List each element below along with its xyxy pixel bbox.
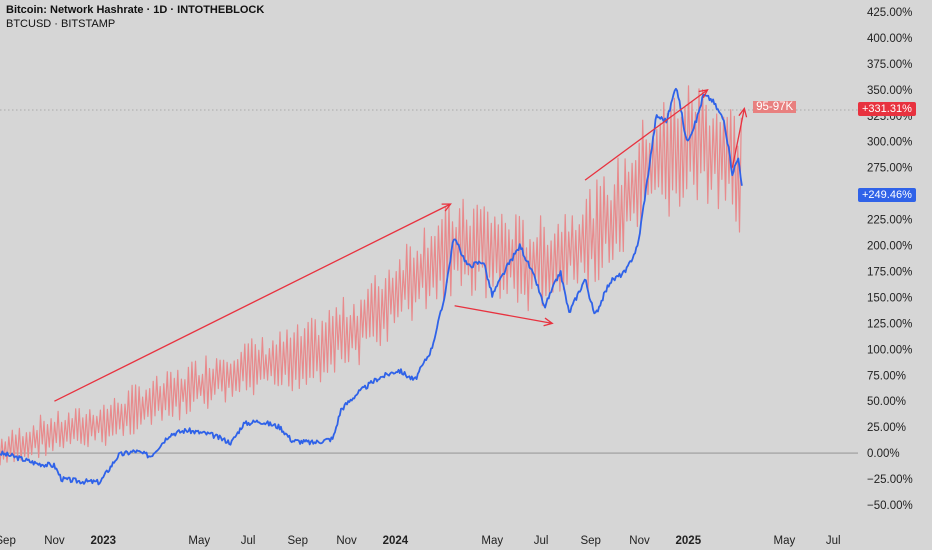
y-tick-label: 225.00%	[867, 215, 912, 227]
chart-title: Bitcoin: Network Hashrate · 1D · INTOTHE…	[6, 4, 265, 16]
y-axis: 425.00%400.00%375.00%350.00%325.00%300.0…	[867, 7, 913, 512]
y-tick-label: 175.00%	[867, 266, 912, 278]
y-tick-label: 75.00%	[867, 370, 906, 382]
y-tick-label: 400.00%	[867, 33, 912, 45]
trend-arrows	[54, 88, 748, 402]
price-target-label: 95-97K	[753, 100, 797, 113]
x-tick-label: May	[188, 535, 210, 547]
x-tick-label: Sep	[580, 535, 600, 547]
y-tick-label: −25.00%	[867, 474, 913, 486]
trend-arrow-head	[738, 107, 748, 118]
x-tick-label: Sep	[0, 535, 16, 547]
y-tick-label: 275.00%	[867, 163, 912, 175]
y-tick-label: 425.00%	[867, 7, 912, 19]
trend-arrow-head	[441, 203, 452, 212]
y-tick-label: 200.00%	[867, 241, 912, 253]
y-tick-label: 25.00%	[867, 422, 906, 434]
x-tick-label: Nov	[336, 535, 357, 547]
price-value-badge: +249.46%	[858, 188, 916, 202]
btcusd-price-series	[0, 87, 743, 486]
hashrate-series	[0, 85, 742, 466]
x-tick-label: Jul	[826, 535, 841, 547]
x-tick-label: 2025	[676, 535, 702, 547]
x-tick-label: May	[773, 535, 795, 547]
trend-arrow-head	[543, 317, 554, 327]
y-tick-label: 350.00%	[867, 85, 912, 97]
x-tick-label: Jul	[241, 535, 256, 547]
y-tick-label: 125.00%	[867, 318, 912, 330]
x-tick-label: Nov	[629, 535, 650, 547]
hashrate-line	[0, 85, 742, 466]
trend-arrow-head	[698, 88, 709, 99]
y-tick-label: 50.00%	[867, 396, 906, 408]
y-tick-label: 150.00%	[867, 292, 912, 304]
x-axis: Sep Nov 2023 May Jul Sep Nov 2024 May Jul Sep Nov 20…	[0, 535, 841, 547]
btcusd-line	[0, 87, 743, 486]
trend-arrow-line	[584, 89, 708, 181]
x-tick-label: Jul	[534, 535, 549, 547]
trend-arrow-line	[454, 305, 553, 325]
y-tick-label: −50.00%	[867, 500, 913, 512]
trend-arrow-line	[731, 108, 745, 168]
chart-symbol-subtitle: BTCUSD · BITSTAMP	[6, 18, 116, 30]
y-tick-label: 0.00%	[867, 448, 900, 460]
y-tick-label: 375.00%	[867, 59, 912, 71]
x-tick-label: Nov	[44, 535, 65, 547]
x-tick-label: Sep	[288, 535, 308, 547]
trend-arrow-line	[54, 203, 451, 402]
x-tick-label: May	[481, 535, 503, 547]
x-tick-label: 2024	[383, 535, 409, 547]
y-tick-label: 100.00%	[867, 344, 912, 356]
hashrate-value-badge: +331.31%	[858, 102, 916, 116]
y-tick-label: 300.00%	[867, 137, 912, 149]
x-tick-label: 2023	[90, 535, 116, 547]
